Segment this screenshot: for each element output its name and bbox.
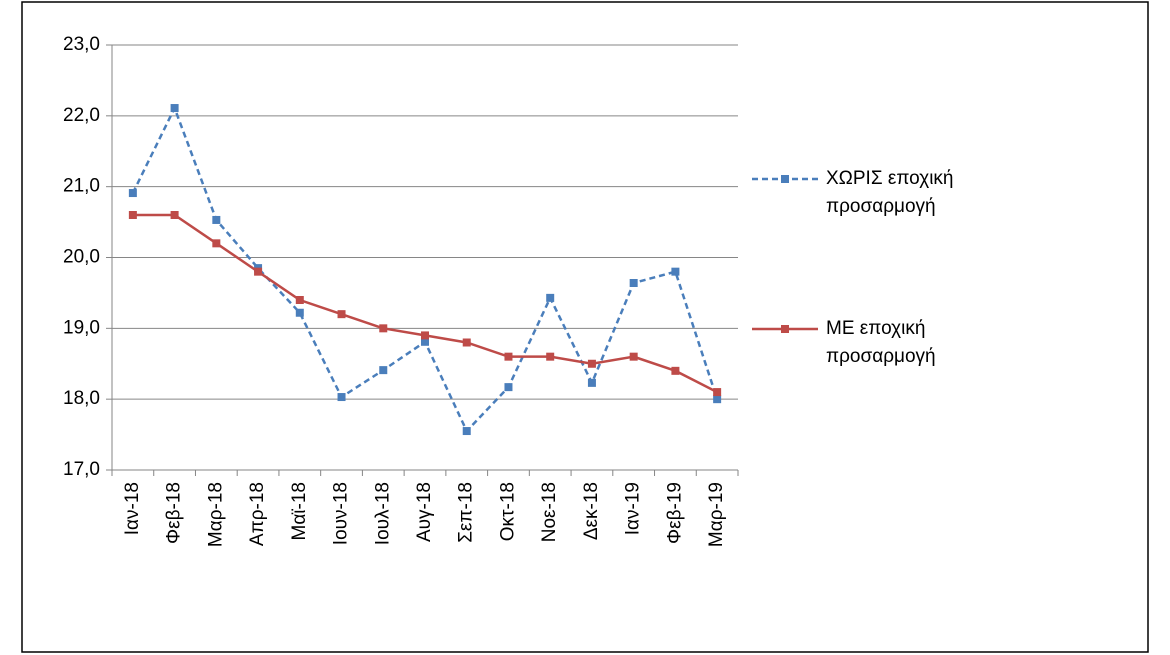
y-tick-label: 19,0	[63, 317, 100, 338]
marker	[379, 324, 388, 333]
x-tick-label: Ιουν-18	[331, 482, 352, 545]
y-tick-label: 21,0	[63, 176, 100, 197]
marker	[254, 267, 263, 276]
marker	[671, 366, 680, 375]
marker	[128, 211, 137, 219]
marker	[421, 331, 429, 340]
marker	[379, 366, 388, 375]
marker	[587, 359, 596, 368]
marker	[629, 352, 638, 361]
marker	[462, 338, 471, 347]
legend-label: ΧΩΡΙΣ εποχική προσαρμογή	[826, 168, 954, 217]
y-tick-label: 18,0	[63, 388, 100, 409]
series-line	[132, 213, 718, 394]
marker	[128, 189, 137, 198]
x-tick-label: Δεκ-18	[581, 482, 602, 540]
x-tick-label: Αυγ-18	[414, 482, 435, 542]
marker	[170, 211, 179, 219]
marker	[504, 352, 513, 361]
x-tick-label: Οκτ-18	[497, 482, 518, 541]
y-tick-label: 17,0	[63, 459, 100, 480]
x-tick-label: Μαρ-19	[706, 482, 727, 547]
marker	[629, 279, 638, 287]
x-tick-label: Σεπ-18	[456, 482, 477, 543]
marker	[587, 378, 596, 387]
marker	[462, 427, 471, 436]
x-tick-label: Απρ-18	[247, 482, 268, 546]
y-tick-label: 22,0	[63, 105, 100, 126]
x-tick-label: Ιαν-18	[122, 482, 143, 535]
x-tick-label: Ιαν-19	[623, 482, 644, 535]
marker	[546, 352, 555, 361]
marker	[671, 267, 680, 276]
marker	[421, 337, 429, 346]
marker	[337, 393, 346, 402]
marker	[212, 215, 221, 224]
series-line	[131, 104, 719, 434]
marker	[212, 239, 221, 248]
marker	[713, 395, 722, 404]
x-tick-label: Φεβ-18	[164, 482, 185, 544]
marker	[295, 308, 304, 317]
marker	[546, 293, 555, 302]
y-tick-label: 20,0	[63, 247, 100, 268]
legend-marker	[781, 325, 789, 333]
marker	[713, 388, 722, 397]
marker	[504, 383, 513, 392]
marker	[295, 296, 304, 304]
x-tick-label: Μαϊ-18	[289, 482, 310, 541]
x-tick-label: Φεβ-19	[664, 482, 685, 544]
x-tick-label: Ιουλ-18	[372, 482, 393, 545]
x-tick-label: Μαρ-18	[205, 482, 226, 547]
frame	[21, 1, 1149, 653]
marker	[170, 104, 179, 113]
legend-marker	[781, 175, 789, 183]
y-tick-label: 23,0	[63, 34, 100, 55]
x-tick-label: Νοε-18	[539, 482, 560, 542]
legend-label: ΜΕ εποχική προσαρμογή	[826, 318, 936, 367]
marker	[337, 310, 346, 319]
